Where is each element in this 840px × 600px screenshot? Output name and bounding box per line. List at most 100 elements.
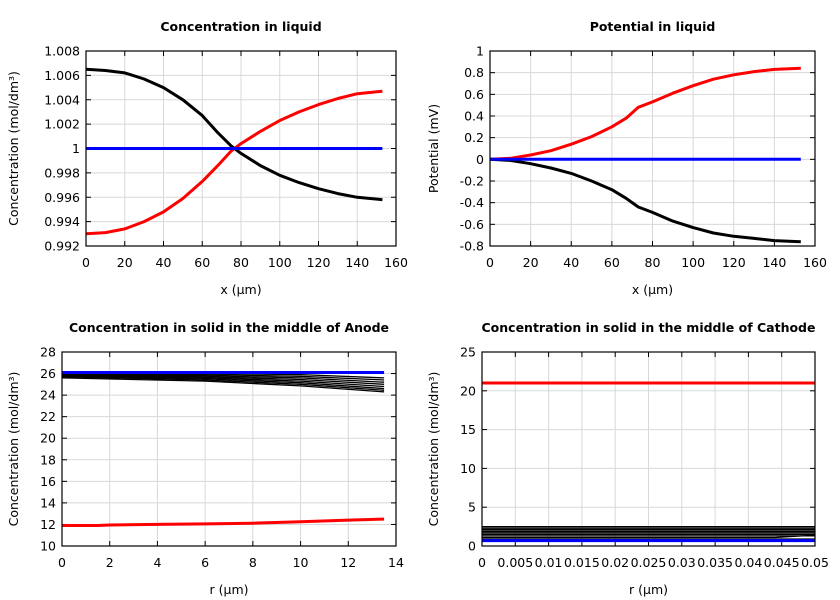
series-line-8: [61, 377, 385, 393]
y-tick-label: 12: [40, 517, 56, 532]
y-tick-label: 1.008: [44, 44, 80, 59]
x-tick-label: 100: [268, 255, 292, 270]
subplot-4: Concentration in solid in the middle of …: [426, 320, 829, 597]
x-tick-label: 10: [293, 555, 309, 570]
x-tick-label: 0.025: [631, 555, 667, 570]
series-line-8: [482, 534, 816, 539]
x-tick-label: 20: [523, 255, 539, 270]
y-tick-label: 25: [460, 345, 476, 360]
chart-title: Concentration in solid in the middle of …: [482, 320, 816, 335]
x-tick-label: 40: [156, 255, 172, 270]
series-line-10: [62, 517, 385, 527]
x-tick-label: 4: [153, 555, 161, 570]
series-line-1: [85, 67, 383, 202]
y-tick-label: 0.996: [44, 190, 80, 205]
series-line-4: [61, 374, 385, 385]
x-tick-label: 14: [388, 555, 404, 570]
y-tick-label: 1: [72, 141, 80, 156]
y-tick-label: 0.6: [464, 87, 484, 102]
x-tick-label: 160: [384, 255, 408, 270]
y-tick-label: 26: [40, 366, 56, 381]
x-tick-label: 80: [233, 255, 249, 270]
x-tick-label: 160: [803, 255, 827, 270]
series-line-2: [61, 373, 385, 381]
y-tick-label: 22: [40, 409, 56, 424]
plot-frame: [61, 351, 397, 547]
y-tick-label: 10: [40, 539, 56, 554]
chart-title: Concentration in liquid: [160, 19, 321, 34]
y-tick-label: -0.4: [460, 195, 484, 210]
y-tick-label: 0.2: [464, 130, 484, 145]
y-axis-label: Concentration (mol/dm³): [6, 71, 21, 226]
y-tick-label: 14: [40, 495, 56, 510]
y-axis-label: Concentration (mol/dm³): [426, 372, 441, 527]
series-line-2: [85, 89, 383, 236]
x-tick-label: 0.05: [801, 555, 829, 570]
x-axis-label: r (µm): [210, 582, 249, 597]
y-tick-label: 0.994: [44, 214, 80, 229]
x-tick-label: 0: [478, 555, 486, 570]
x-tick-label: 140: [762, 255, 786, 270]
y-tick-label: 20: [40, 431, 56, 446]
x-tick-label: 2: [106, 555, 114, 570]
y-tick-label: -0.8: [460, 239, 484, 254]
chart-title: Potential in liquid: [590, 19, 716, 34]
x-tick-label: 40: [563, 255, 579, 270]
subplot-2: Potential in liquid 0 20 40 60 80 100 120 140 160…: [426, 19, 827, 297]
series-line-3: [61, 373, 385, 383]
x-tick-label: 6: [201, 555, 209, 570]
subplot-3: Concentration in solid in the middle of …: [6, 320, 404, 597]
y-tick-label: 28: [40, 345, 56, 360]
y-tick-label: 1.002: [44, 117, 80, 132]
series-line-7: [61, 376, 385, 391]
y-tick-label: 0.992: [44, 239, 80, 254]
chart-title: Concentration in solid in the middle of …: [69, 320, 389, 335]
y-tick-label: 1.004: [44, 92, 80, 107]
x-tick-label: 0.03: [668, 555, 696, 570]
x-tick-label: 80: [645, 255, 661, 270]
y-axis-label: Potential (mV): [426, 104, 441, 193]
x-tick-label: 0.035: [697, 555, 733, 570]
x-tick-label: 20: [117, 255, 133, 270]
y-tick-label: 15: [460, 422, 476, 437]
series-line-6: [61, 375, 385, 390]
y-axis-label: Concentration (mol/dm³): [6, 372, 21, 527]
y-tick-label: 16: [40, 474, 56, 489]
y-tick-label: 0.4: [464, 109, 484, 124]
y-tick-label: 20: [460, 383, 476, 398]
subplot-1: Concentration in liquid 0 20 40 60 80 100 120 14…: [6, 19, 408, 297]
y-tick-label: 0: [476, 152, 484, 167]
y-tick-label: 10: [460, 461, 476, 476]
x-axis-label: x (µm): [220, 282, 261, 297]
x-tick-label: 60: [194, 255, 210, 270]
x-tick-label: 0: [58, 555, 66, 570]
plot-frame: [481, 351, 816, 547]
y-tick-label: 0: [468, 539, 476, 554]
x-tick-label: 0: [82, 255, 90, 270]
x-tick-label: 0: [486, 255, 494, 270]
plot-frame: [85, 50, 397, 247]
x-axis-label: x (µm): [632, 282, 673, 297]
y-tick-label: 18: [40, 452, 56, 467]
y-tick-label: 0.998: [44, 165, 80, 180]
y-tick-label: 1.006: [44, 68, 80, 83]
x-tick-label: 0.005: [497, 555, 533, 570]
y-tick-label: 0.8: [464, 65, 484, 80]
series-line-5: [61, 375, 385, 388]
x-tick-label: 0.02: [601, 555, 629, 570]
x-tick-label: 12: [340, 555, 356, 570]
y-tick-label: 5: [468, 500, 476, 515]
series-line-1: [489, 66, 801, 161]
x-tick-label: 60: [604, 255, 620, 270]
plot-frame: [489, 50, 816, 247]
y-tick-label: 24: [40, 388, 56, 403]
x-tick-label: 0.015: [564, 555, 600, 570]
x-tick-label: 8: [249, 555, 257, 570]
y-tick-label: -0.6: [460, 217, 484, 232]
series-line-2: [489, 157, 801, 244]
x-tick-label: 120: [307, 255, 331, 270]
x-tick-label: 100: [681, 255, 705, 270]
y-tick-label: 1: [476, 44, 484, 59]
x-tick-label: 0.045: [764, 555, 800, 570]
